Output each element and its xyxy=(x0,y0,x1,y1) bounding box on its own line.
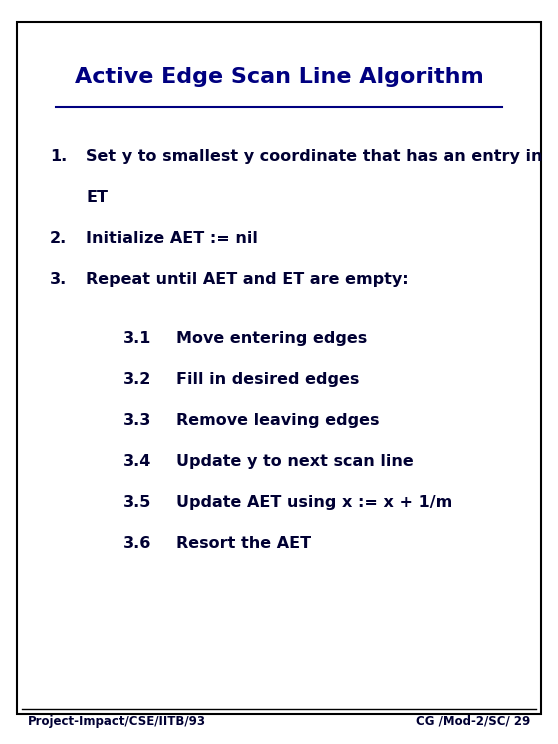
Text: 2.: 2. xyxy=(50,231,68,246)
Text: Fill in desired edges: Fill in desired edges xyxy=(176,372,359,387)
Text: Update y to next scan line: Update y to next scan line xyxy=(176,454,413,469)
FancyBboxPatch shape xyxy=(17,22,541,714)
Text: Initialize AET := nil: Initialize AET := nil xyxy=(86,231,258,246)
Text: Active Edge Scan Line Algorithm: Active Edge Scan Line Algorithm xyxy=(75,67,483,87)
Text: Move entering edges: Move entering edges xyxy=(176,331,367,346)
Text: 3.1: 3.1 xyxy=(123,331,151,346)
Text: CG /Mod-2/SC/ 29: CG /Mod-2/SC/ 29 xyxy=(416,715,530,728)
Text: Project-Impact/CSE/IITB/93: Project-Impact/CSE/IITB/93 xyxy=(28,715,206,728)
Text: 3.5: 3.5 xyxy=(123,495,151,510)
Text: Set y to smallest y coordinate that has an entry in: Set y to smallest y coordinate that has … xyxy=(86,149,543,164)
Text: ET: ET xyxy=(86,190,108,205)
Text: Resort the AET: Resort the AET xyxy=(176,536,311,551)
Text: Repeat until AET and ET are empty:: Repeat until AET and ET are empty: xyxy=(86,272,409,286)
Text: 1.: 1. xyxy=(50,149,68,164)
Text: Update AET using x := x + 1/m: Update AET using x := x + 1/m xyxy=(176,495,452,510)
Text: 3.6: 3.6 xyxy=(123,536,151,551)
Text: 3.3: 3.3 xyxy=(123,413,151,428)
Text: Remove leaving edges: Remove leaving edges xyxy=(176,413,379,428)
Text: 3.: 3. xyxy=(50,272,68,286)
Text: 3.4: 3.4 xyxy=(123,454,151,469)
Text: 3.2: 3.2 xyxy=(123,372,151,387)
